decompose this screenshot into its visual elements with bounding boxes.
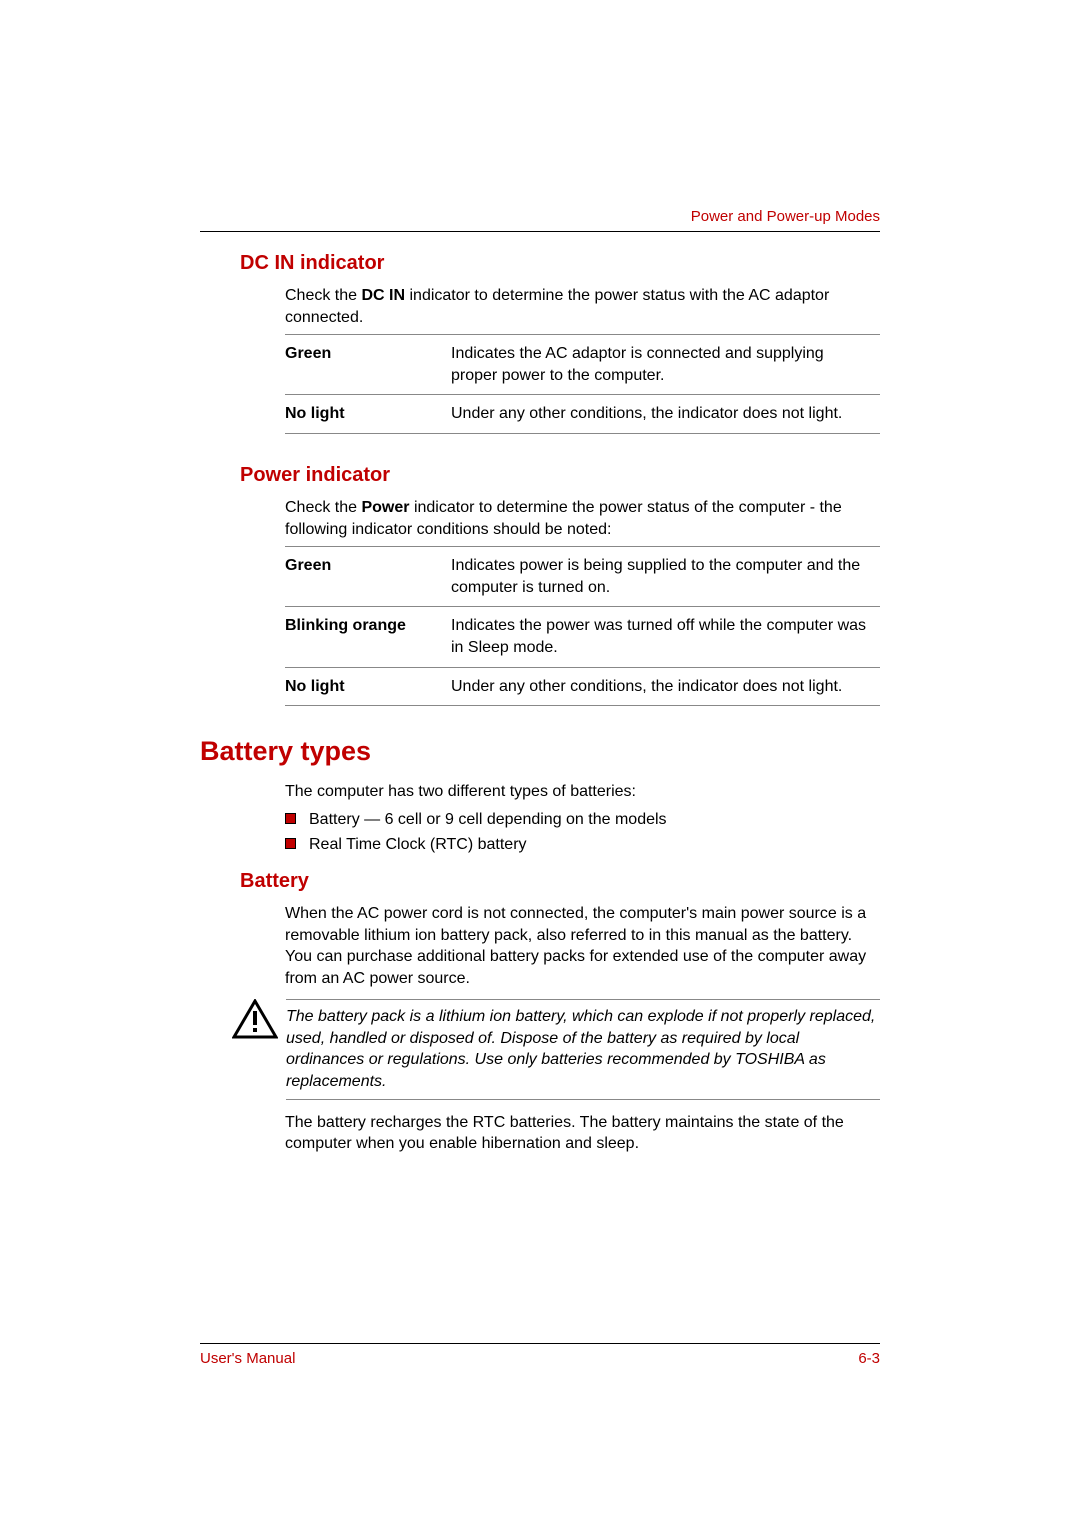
warning-text: The battery pack is a lithium ion batter… <box>286 999 880 1099</box>
list-item: Battery — 6 cell or 9 cell depending on … <box>285 809 880 831</box>
footer-left: User's Manual <box>200 1350 295 1367</box>
page: Power and Power-up Modes DC IN indicator… <box>0 0 1080 1527</box>
text: Check the <box>285 287 361 304</box>
heading-battery-types: Battery types <box>200 736 880 767</box>
footer-rule <box>200 1343 880 1344</box>
dc-in-table: Green Indicates the AC adaptor is connec… <box>285 334 880 434</box>
battery-types-list: Battery — 6 cell or 9 cell depending on … <box>285 809 880 856</box>
page-header: Power and Power-up Modes <box>200 208 880 232</box>
desc-cell: Indicates power is being supplied to the… <box>451 547 880 607</box>
power-block: Check the Power indicator to determine t… <box>285 497 880 706</box>
battery-para2: The battery recharges the RTC batteries.… <box>285 1112 880 1155</box>
warning-icon <box>232 999 278 1044</box>
desc-cell: Under any other conditions, the indicato… <box>451 395 880 434</box>
page-footer: User's Manual 6-3 <box>200 1343 880 1367</box>
power-table: Green Indicates power is being supplied … <box>285 546 880 706</box>
table-row: Blinking orange Indicates the power was … <box>285 607 880 667</box>
text-bold: DC IN <box>361 287 405 304</box>
power-intro: Check the Power indicator to determine t… <box>285 497 880 540</box>
bullet-icon <box>285 838 296 849</box>
state-cell: Blinking orange <box>285 607 451 667</box>
battery-types-block: The computer has two different types of … <box>285 781 880 856</box>
table-row: Green Indicates the AC adaptor is connec… <box>285 335 880 395</box>
text-bold: Power <box>361 499 409 516</box>
state-cell: No light <box>285 667 451 706</box>
state-cell: Green <box>285 335 451 395</box>
dc-in-block: Check the DC IN indicator to determine t… <box>285 285 880 434</box>
state-cell: No light <box>285 395 451 434</box>
warning-block: The battery pack is a lithium ion batter… <box>200 999 880 1099</box>
bullet-icon <box>285 813 296 824</box>
heading-dc-in: DC IN indicator <box>240 252 880 275</box>
list-item-text: Battery — 6 cell or 9 cell depending on … <box>309 811 667 828</box>
table-row: No light Under any other conditions, the… <box>285 395 880 434</box>
text: Check the <box>285 499 361 516</box>
battery-block-2: The battery recharges the RTC batteries.… <box>285 1112 880 1155</box>
footer-right: 6-3 <box>858 1350 880 1367</box>
dc-in-intro: Check the DC IN indicator to determine t… <box>285 285 880 328</box>
table-row: Green Indicates power is being supplied … <box>285 547 880 607</box>
footer-row: User's Manual 6-3 <box>200 1350 880 1367</box>
page-content: DC IN indicator Check the DC IN indicato… <box>200 252 880 1161</box>
battery-block: When the AC power cord is not connected,… <box>285 903 880 989</box>
heading-power: Power indicator <box>240 464 880 487</box>
header-rule <box>200 231 880 232</box>
battery-types-intro: The computer has two different types of … <box>285 781 880 803</box>
desc-cell: Under any other conditions, the indicato… <box>451 667 880 706</box>
desc-cell: Indicates the AC adaptor is connected an… <box>451 335 880 395</box>
desc-cell: Indicates the power was turned off while… <box>451 607 880 667</box>
header-section-title: Power and Power-up Modes <box>200 208 880 225</box>
state-cell: Green <box>285 547 451 607</box>
list-item: Real Time Clock (RTC) battery <box>285 834 880 856</box>
heading-battery: Battery <box>240 870 880 893</box>
table-row: No light Under any other conditions, the… <box>285 667 880 706</box>
battery-para1: When the AC power cord is not connected,… <box>285 903 880 989</box>
list-item-text: Real Time Clock (RTC) battery <box>309 836 527 853</box>
